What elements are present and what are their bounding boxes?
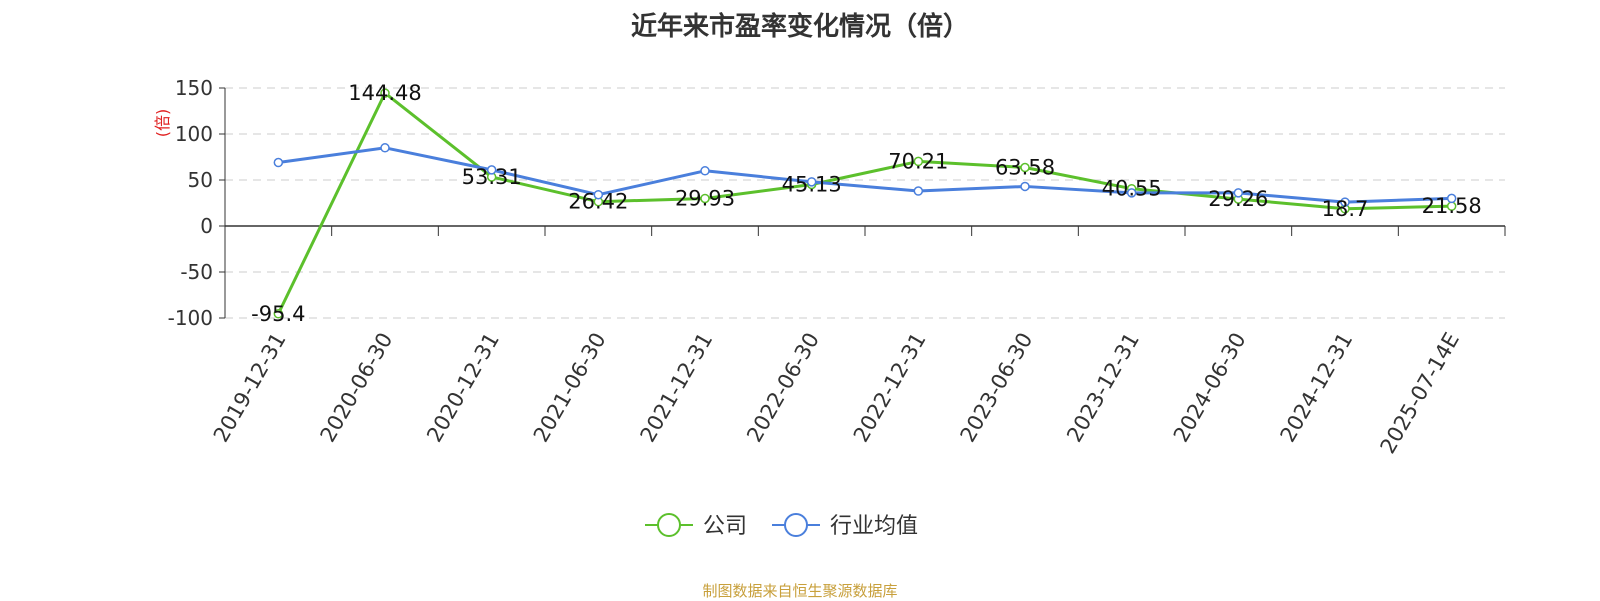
- x-tick-label: 2022-06-30: [742, 329, 824, 447]
- y-tick-label: 0: [200, 214, 213, 238]
- y-tick-label: 50: [188, 168, 213, 192]
- x-tick-label: 2020-12-31: [422, 328, 504, 446]
- data-label: 29.93: [675, 186, 735, 210]
- data-point: [273, 157, 284, 168]
- legend-marker-1: [657, 513, 681, 537]
- data-point: [486, 165, 497, 175]
- data-point: [593, 189, 604, 200]
- data-label: 21.58: [1422, 194, 1482, 218]
- data-point: [1340, 197, 1350, 207]
- data-label: 18.7: [1322, 197, 1369, 221]
- data-point: [1020, 181, 1030, 192]
- data-label: 45.13: [782, 172, 842, 196]
- legend-marker-2: [784, 513, 808, 537]
- data-label: 70.21: [888, 149, 948, 173]
- data-label: 40.55: [1102, 177, 1162, 201]
- data-point: [1020, 162, 1030, 173]
- x-tick-label: 2024-12-31: [1276, 329, 1358, 447]
- x-tick-label: 2020-06-30: [316, 329, 398, 447]
- series-line-2: [278, 146, 1452, 204]
- data-point: [380, 88, 390, 98]
- y-axis-label: (倍): [153, 109, 172, 138]
- data-point: [700, 166, 710, 176]
- y-tick-label: -100: [168, 306, 213, 330]
- data-point: [913, 186, 924, 196]
- data-point: [1233, 188, 1244, 198]
- x-tick-label: 2024-06-30: [1169, 329, 1251, 447]
- data-point: [380, 143, 390, 153]
- series-line-1: [276, 91, 1452, 315]
- x-tick-label: 2021-06-30: [529, 329, 611, 447]
- data-point: [913, 156, 924, 167]
- y-tick-label: 150: [175, 76, 213, 100]
- chart-title: 近年来市盈率变化情况（倍）: [630, 12, 969, 42]
- data-point: [700, 193, 710, 204]
- x-tick-label: 2021-12-31: [636, 329, 718, 447]
- data-point: [806, 177, 817, 187]
- data-label: 144.48: [348, 81, 421, 105]
- data-label: 63.58: [995, 156, 1055, 180]
- legend-label-1: 公司: [703, 514, 747, 539]
- data-label: -95.4: [251, 302, 305, 326]
- x-tick-label: 2025-07-14E: [1376, 329, 1464, 458]
- data-point: [1446, 193, 1457, 204]
- x-tick-label: 2022-12-31: [849, 328, 931, 446]
- x-tick-label: 2023-12-31: [1062, 329, 1144, 447]
- y-tick-label: -50: [180, 260, 213, 284]
- data-label: 29.26: [1208, 187, 1268, 211]
- data-label: 53.31: [462, 165, 522, 189]
- data-label: 26.42: [568, 190, 628, 214]
- legend-label-2: 行业均值: [830, 514, 918, 539]
- source-note: 制图数据来自恒生聚源数据库: [702, 582, 898, 600]
- x-tick-label: 2023-06-30: [956, 329, 1038, 447]
- data-point: [273, 309, 284, 319]
- x-tick-label: 2019-12-31: [209, 329, 291, 447]
- data-point: [1126, 188, 1137, 198]
- y-tick-label: 100: [175, 122, 213, 146]
